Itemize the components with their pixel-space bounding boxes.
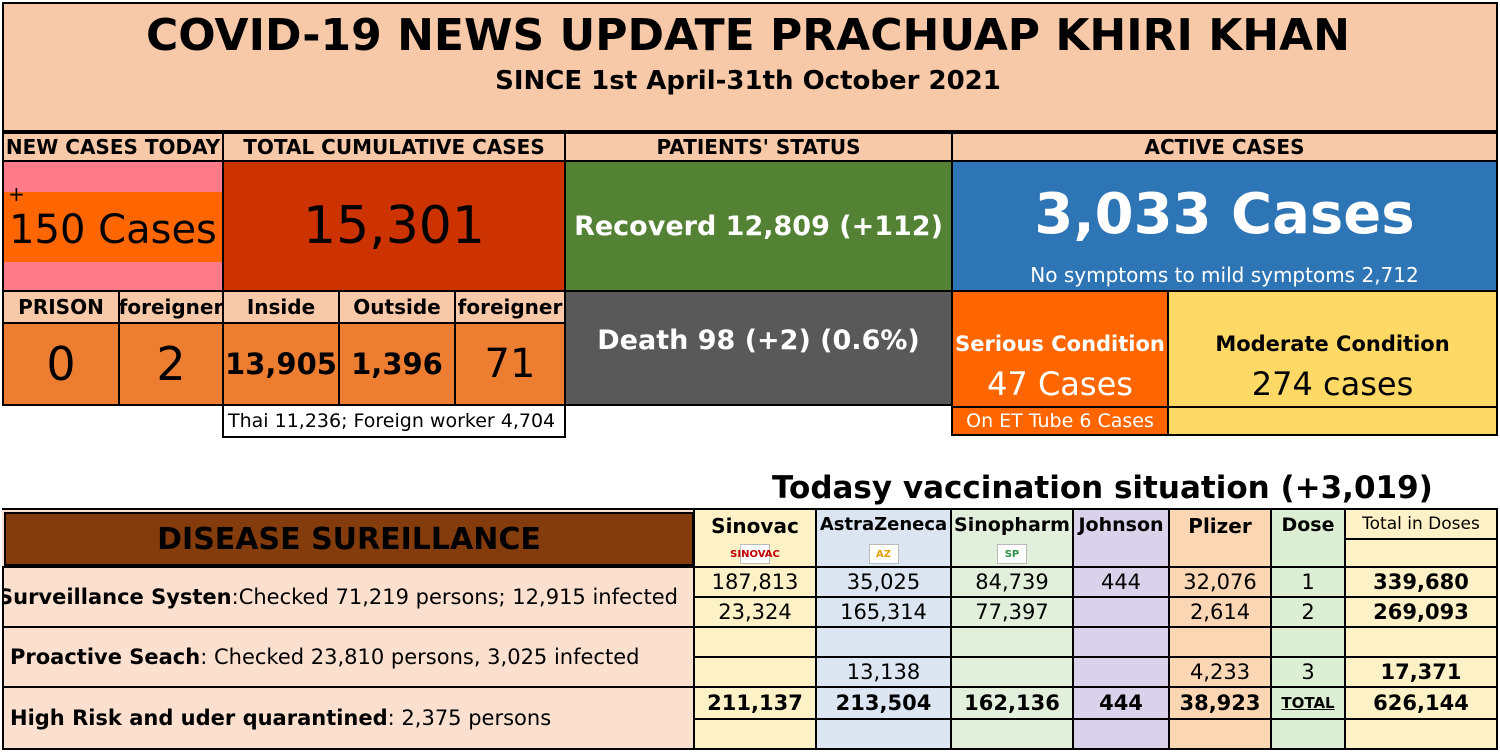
vaccine-header-dose: Dose xyxy=(1270,508,1346,568)
serious-condition-value: 47 Cases xyxy=(987,365,1133,403)
sinovac-spacer xyxy=(693,626,817,658)
pfizer-spacer xyxy=(1168,626,1272,658)
outside-header: Outside xyxy=(338,290,456,324)
astrazeneca-total: 213,504 xyxy=(815,686,952,720)
vaccine-header-sinovac: Sinovac SINOVAC xyxy=(693,508,817,568)
prison-value: 0 xyxy=(2,322,120,406)
astrazeneca-logo-icon: AZ xyxy=(868,544,899,564)
vaccine-header-pfizer: Plizer xyxy=(1168,508,1272,568)
new-cases-value: 150 Cases xyxy=(9,207,217,253)
prison-header: PRISON xyxy=(2,290,120,324)
pfizer-dose2: 2,614 xyxy=(1168,596,1272,628)
sinopharm-logo-icon: SP xyxy=(997,544,1027,564)
astrazeneca-dose1: 35,025 xyxy=(815,566,952,598)
vaccine-header-sinopharm: Sinopharm SP xyxy=(950,508,1074,568)
sinopharm-spacer xyxy=(950,626,1074,658)
active-cases-value: 3,033 Cases xyxy=(1034,181,1415,247)
dose-3-label: 3 xyxy=(1270,656,1346,688)
dose-footer xyxy=(1270,718,1346,750)
title-banner xyxy=(2,2,1498,132)
sinovac-total: 211,137 xyxy=(693,686,817,720)
sinopharm-dose2: 77,397 xyxy=(950,596,1074,628)
serious-condition-panel xyxy=(951,290,1169,408)
total-footer xyxy=(1344,718,1498,750)
new-cases-plus: + xyxy=(8,182,25,206)
cumulative-value: 15,301 xyxy=(222,160,566,292)
sinovac-logo-icon: SINOVAC xyxy=(730,544,780,564)
death-value: Death 98 (+2) (0.6%) xyxy=(597,324,920,356)
total-spacer xyxy=(1344,626,1498,658)
grand-total: 626,144 xyxy=(1344,686,1498,720)
moderate-footer xyxy=(1167,406,1498,436)
total-dose3: 17,371 xyxy=(1344,656,1498,688)
total-dose1: 339,680 xyxy=(1344,566,1498,598)
vaccine-header-total-spacer xyxy=(1344,538,1498,568)
sinopharm-dose3 xyxy=(950,656,1074,688)
dose-1-label: 1 xyxy=(1270,566,1346,598)
outside-value: 1,396 xyxy=(338,322,456,406)
new-foreigner-header: foreigner xyxy=(118,290,224,324)
total-label: TOTAL xyxy=(1270,686,1346,720)
johnson-spacer xyxy=(1072,626,1170,658)
surveillance-row-high-risk: High Risk and uder quarantined: 2,375 pe… xyxy=(2,686,695,750)
cumulative-header: TOTAL CUMULATIVE CASES xyxy=(222,132,566,162)
astrazeneca-dose3: 13,138 xyxy=(815,656,952,688)
inside-value: 13,905 xyxy=(222,322,340,406)
pfizer-dose1: 32,076 xyxy=(1168,566,1272,598)
active-cases-panel xyxy=(951,160,1498,292)
sinovac-footer xyxy=(693,718,817,750)
vaccine-header-astrazeneca: AstraZeneca AZ xyxy=(815,508,952,568)
serious-condition-label: Serious Condition xyxy=(955,332,1165,356)
pfizer-total: 38,923 xyxy=(1168,686,1272,720)
new-foreigner-value: 2 xyxy=(118,322,224,406)
sinopharm-footer xyxy=(950,718,1074,750)
astrazeneca-footer xyxy=(815,718,952,750)
sinovac-dose2: 23,324 xyxy=(693,596,817,628)
moderate-condition-value: 274 cases xyxy=(1251,365,1414,403)
vaccine-header-johnson: Johnson xyxy=(1072,508,1170,568)
cumulative-breakdown-note: Thai 11,236; Foreign worker 4,704 xyxy=(222,406,566,438)
sinopharm-total: 162,136 xyxy=(950,686,1074,720)
recovered-value: Recoverd 12,809 (+112) xyxy=(564,160,953,292)
dose-spacer xyxy=(1270,626,1346,658)
johnson-total: 444 xyxy=(1072,686,1170,720)
vaccine-header-total: Total in Doses xyxy=(1344,508,1498,540)
johnson-dose2 xyxy=(1072,596,1170,628)
pfizer-dose3: 4,233 xyxy=(1168,656,1272,688)
page-title: COVID-19 NEWS UPDATE PRACHUAP KHIRI KHAN xyxy=(146,10,1350,61)
cumulative-foreigner-value: 71 xyxy=(454,322,566,406)
dose-2-label: 2 xyxy=(1270,596,1346,628)
johnson-dose3 xyxy=(1072,656,1170,688)
patients-status-header: PATIENTS' STATUS xyxy=(564,132,953,162)
pfizer-footer xyxy=(1168,718,1272,750)
et-tube-text: On ET Tube 6 Cases xyxy=(951,406,1169,436)
death-panel xyxy=(564,290,953,406)
astrazeneca-dose2: 165,314 xyxy=(815,596,952,628)
cumulative-foreigner-header: foreigner xyxy=(454,290,566,324)
sinovac-dose1: 187,813 xyxy=(693,566,817,598)
moderate-condition-label: Moderate Condition xyxy=(1215,332,1450,356)
surveillance-title: DISEASE SUREILLANCE xyxy=(4,512,694,566)
surveillance-row-proactive: Proactive Seach: Checked 23,810 persons,… xyxy=(2,626,695,688)
total-dose2: 269,093 xyxy=(1344,596,1498,628)
inside-header: Inside xyxy=(222,290,340,324)
vaccination-title: Todasy vaccination situation (+3,019) xyxy=(772,470,1433,506)
surveillance-row-system: Surveillance Systen:Checked 71,219 perso… xyxy=(2,566,695,628)
new-cases-band xyxy=(4,192,222,262)
page-subtitle: SINCE 1st April-31th October 2021 xyxy=(495,66,1001,96)
johnson-dose1: 444 xyxy=(1072,566,1170,598)
mild-symptoms-text: No symptoms to mild symptoms 2,712 xyxy=(1030,263,1419,287)
sinovac-dose3 xyxy=(693,656,817,688)
astrazeneca-spacer xyxy=(815,626,952,658)
johnson-footer xyxy=(1072,718,1170,750)
active-cases-header: ACTIVE CASES xyxy=(951,132,1498,162)
new-cases-header: NEW CASES TODAY xyxy=(2,132,224,162)
sinopharm-dose1: 84,739 xyxy=(950,566,1074,598)
